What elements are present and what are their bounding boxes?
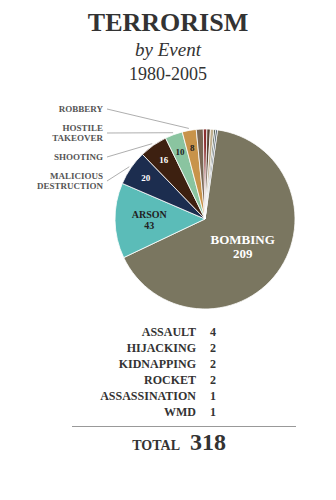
html-text:ROCKET: ROCKET — [144, 373, 196, 387]
html-text:by Event: by Event — [135, 39, 201, 60]
svg-text:16: 16 — [159, 155, 169, 165]
svg-text:BOMBING209: BOMBING209 — [211, 232, 275, 261]
html-text:KIDNAPPING: KIDNAPPING — [118, 357, 196, 371]
html-text:1980-2005: 1980-2005 — [129, 64, 207, 84]
svg-text:ARSON43: ARSON43 — [132, 209, 168, 231]
html-text:1: 1 — [210, 405, 216, 419]
html-text:HIJACKING: HIJACKING — [126, 341, 196, 355]
html-text:2: 2 — [210, 357, 216, 371]
svg-text:HOSTILETAKEOVER: HOSTILETAKEOVER — [52, 123, 103, 143]
svg-text:ROBBERY: ROBBERY — [59, 104, 104, 114]
html-text:1: 1 — [210, 389, 216, 403]
html-text:2: 2 — [210, 341, 216, 355]
svg-text:SHOOTING: SHOOTING — [54, 152, 103, 162]
html-text:318: 318 — [190, 429, 226, 455]
svg-text:20: 20 — [141, 173, 151, 183]
svg-text:MALICIOUSDESTRUCTION: MALICIOUSDESTRUCTION — [37, 171, 104, 191]
html-text:TOTAL: TOTAL — [132, 438, 180, 453]
html-text:2: 2 — [210, 373, 216, 387]
html-text:WMD: WMD — [164, 405, 196, 419]
html-text:4: 4 — [210, 325, 216, 339]
html-text:ASSAULT: ASSAULT — [141, 325, 196, 339]
html-text:ASSASSINATION: ASSASSINATION — [100, 389, 196, 403]
svg-text:8: 8 — [190, 143, 195, 153]
svg-text:10: 10 — [176, 147, 186, 157]
html-text:TERRORISM: TERRORISM — [87, 8, 249, 37]
